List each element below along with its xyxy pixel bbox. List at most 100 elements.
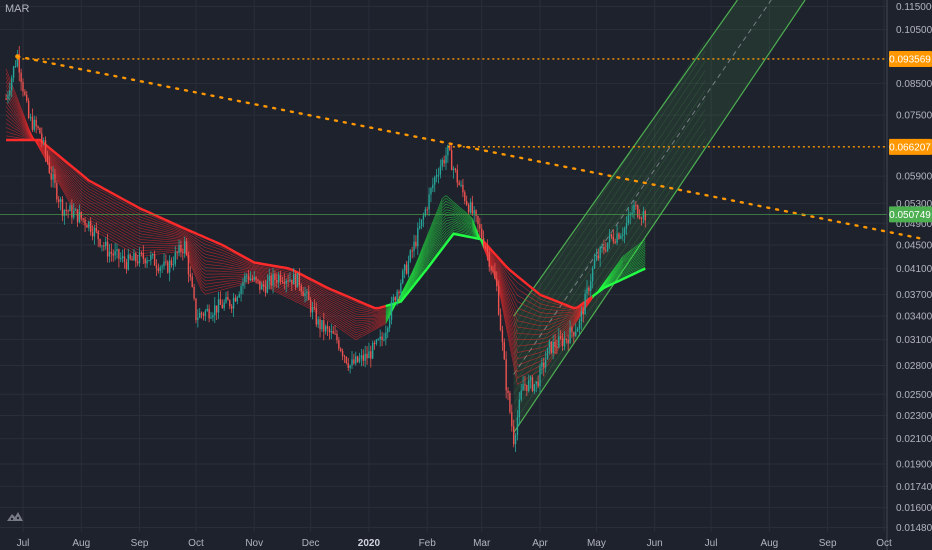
candle-body [78,211,81,223]
ribbon-line [483,245,593,353]
candle-body [578,321,581,329]
candle-body [321,320,323,330]
candle-body [603,246,605,251]
ribbon-line [483,244,593,336]
candle-body [127,254,129,270]
candle-body [610,234,613,237]
candle-body [71,205,73,218]
candle-body [605,250,607,252]
candle-body [482,238,485,247]
candle-body [633,205,635,213]
candle-body [157,268,160,272]
candle-body [69,205,71,212]
candle-body [208,308,210,319]
ribbon-line [483,242,593,314]
candle-body [259,280,261,290]
candle-body [366,353,368,359]
candle-body [54,174,56,184]
candle-body [582,311,584,315]
candle-body [323,320,325,332]
candle-body [191,276,193,287]
ribbon-line [6,131,386,311]
candle-body [614,241,616,243]
ribbon-line [5,89,386,329]
ribbon-line [5,72,386,338]
candle-body [178,245,180,254]
candle-body [41,133,43,142]
ribbon-line [6,138,387,310]
candle-body [507,390,509,394]
candle-body [103,245,105,247]
ribbon-line [483,246,593,366]
channel-fan-line [513,70,706,356]
candle-body [559,336,562,339]
ribbon-line [483,246,593,360]
candle-body [550,341,552,354]
candle-body [445,155,447,164]
candle-body [526,384,528,391]
candle-body [217,299,220,313]
candle-body [424,209,427,216]
candle-body [544,359,547,368]
candle-body [561,338,564,347]
drawing-lines[interactable] [0,54,921,240]
candle-body [296,273,299,288]
candle-body [415,241,417,247]
candle-body [458,182,460,186]
candle-body [14,66,17,68]
candle-body [240,286,242,295]
candle-body [512,426,515,445]
candle-body [129,254,131,259]
candle-body [541,362,543,367]
time-axis[interactable]: Jul Aug Sep Oct Nov Dec 2020 Feb Mar Apr May Jun Jul… [17,538,892,549]
candle-body [112,253,114,256]
x-tick-label: Dec [302,538,320,549]
candle-body [44,140,47,155]
candle-body [338,340,340,349]
x-tick-label: Nov [245,538,263,549]
ribbon-line [5,77,386,336]
candle-body [426,209,428,211]
candle-body [264,286,267,293]
candle-body [106,241,109,257]
candle-body [306,291,308,294]
candle-body [7,95,9,99]
candle-body [261,284,263,290]
tradingview-logo-icon[interactable] [6,510,24,522]
candle-body [65,209,67,211]
candle-body [180,245,182,253]
candle-body [543,362,545,368]
candle-body [138,252,141,264]
candle-body [281,281,284,283]
candle-body [379,336,381,340]
candle-body [46,154,49,163]
candle-body [101,245,103,247]
candle-body [210,317,212,319]
candle-body [215,305,218,313]
candle-body [204,311,207,316]
candle-body [413,241,415,252]
candle-body [176,252,178,254]
candle-body [253,277,255,280]
candle-body [370,351,372,359]
candle-body [396,291,398,301]
ribbon-line [5,127,386,313]
price-marker-label: 0.066207 [889,142,931,153]
candle-body [518,399,521,418]
channel-upper-line [513,0,738,317]
candle-body [249,278,252,281]
candle-body [279,274,282,282]
candle-body [37,126,39,129]
candle-body [351,359,353,366]
candle-body [608,234,611,243]
candle-body [588,287,590,291]
ribbon-line [483,243,593,322]
candle-body [29,116,32,118]
candle-body [484,246,487,248]
